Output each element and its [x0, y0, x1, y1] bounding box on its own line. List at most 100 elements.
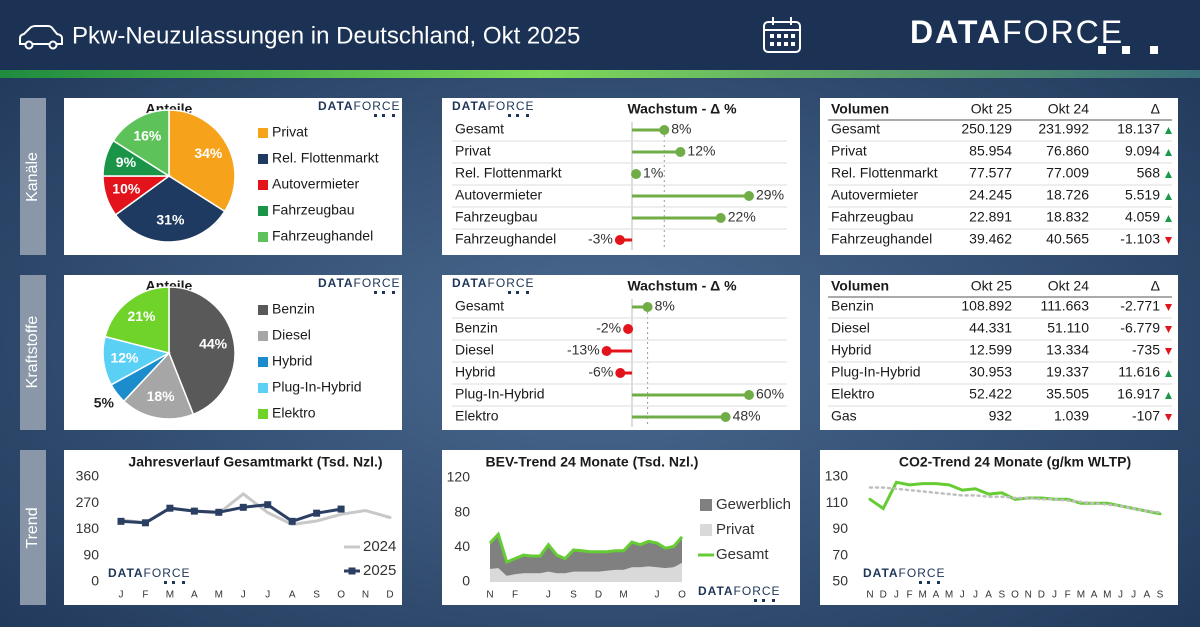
chart-title: BEV-Trend 24 Monate (Tsd. Nzl.): [486, 454, 699, 470]
logo-dot: [526, 291, 529, 294]
car-icon: [19, 25, 63, 50]
legend-swatch: [258, 154, 268, 164]
chart-title: Wachstum - Δ %: [627, 101, 737, 117]
lollipop-dot: [675, 147, 686, 157]
category-label: Rel. Flottenmarkt: [455, 165, 562, 181]
logo-bold: DATA: [863, 566, 899, 580]
legend-label: Privat: [716, 521, 755, 538]
legend-label: Benzin: [272, 301, 315, 317]
lollipop-dot: [659, 125, 670, 135]
x-tick-label: J: [654, 590, 659, 601]
x-tick-label: O: [1011, 590, 1019, 601]
y-tick-label: 90: [83, 546, 99, 562]
y-tick-label: 90: [832, 520, 848, 536]
lollipop-dot: [623, 324, 634, 334]
x-tick-label: M: [166, 590, 174, 601]
pie-slice: [112, 109, 170, 178]
table-cell-number: -2.771: [1120, 298, 1160, 314]
legend-label: Plug-In-Hybrid: [272, 379, 361, 395]
arrow-up: [1165, 171, 1172, 178]
watermark-logo: DATAFORCE: [452, 99, 535, 113]
table-cell-number: 231.992: [1038, 121, 1089, 137]
x-tick-label: M: [619, 590, 627, 601]
x-tick-label: J: [1118, 590, 1123, 601]
table-cell-number: Okt 24: [1048, 101, 1089, 117]
y-tick-label: 40: [454, 538, 470, 554]
x-tick-label: D: [595, 590, 602, 601]
pie-label: 18%: [147, 388, 176, 404]
table-cell-number: 9.094: [1125, 143, 1160, 159]
line-marker: [190, 507, 198, 515]
logo-dot: [772, 599, 775, 602]
x-tick-label: J: [960, 590, 965, 601]
lollipop-dot: [715, 213, 726, 223]
table-cell-number: 24.245: [969, 187, 1012, 203]
pie-slice: [114, 175, 226, 243]
pie-label: 44%: [199, 335, 228, 351]
logo-bold: DATA: [318, 276, 354, 290]
value-label: 8%: [671, 121, 691, 137]
logo-dot: [374, 114, 377, 117]
table-cell-number: 22.891: [969, 209, 1012, 225]
y-tick-label: 130: [825, 468, 849, 484]
logo-bold: DATA: [108, 566, 144, 580]
table-cell-number: 51.110: [1047, 320, 1089, 336]
section-label: Trend: [24, 507, 41, 548]
value-label: 1%: [643, 165, 663, 181]
logo-light: FORCE: [354, 99, 401, 113]
arrow-up: [1165, 392, 1172, 399]
value-label: -3%: [588, 231, 613, 247]
lollipop-dot: [601, 346, 612, 356]
table-cell-label: Fahrzeugbau: [831, 209, 914, 225]
logo-light: FORCE: [1002, 14, 1124, 50]
table-cell-number: Δ: [1151, 278, 1160, 294]
x-tick-label: N: [1025, 590, 1032, 601]
legend-label: Fahrzeugbau: [272, 202, 355, 218]
x-tick-label: N: [866, 590, 873, 601]
table-cell-label: Hybrid: [831, 342, 871, 358]
x-tick-label: O: [678, 590, 686, 601]
header-logo: DATAFORCE: [910, 14, 1124, 50]
x-tick-label: S: [1157, 590, 1164, 601]
table-cell-number: 52.422: [969, 386, 1012, 402]
watermark-logo: DATAFORCE: [863, 566, 946, 580]
table-cell-number: 16.917: [1117, 386, 1160, 402]
logo-bold: DATA: [698, 584, 734, 598]
table-cell-number: 568: [1137, 165, 1161, 181]
x-tick-label: S: [313, 590, 320, 601]
table-cell-label: Benzin: [831, 298, 874, 314]
table-cell-number: 11.616: [1118, 364, 1160, 380]
logo-light: FORCE: [144, 566, 191, 580]
arrow-up: [1165, 370, 1172, 377]
x-tick-label: D: [880, 590, 887, 601]
x-tick-label: J: [1052, 590, 1057, 601]
x-tick-label: M: [945, 590, 953, 601]
table-cell-label: Gesamt: [831, 121, 880, 137]
logo-dot: [182, 581, 185, 584]
line-marker: [288, 517, 296, 525]
calendar-icon: [763, 17, 801, 53]
x-tick-label: A: [933, 590, 940, 601]
line-marker: [264, 501, 272, 509]
category-label: Fahrzeugbau: [455, 209, 538, 225]
table-cell-number: -1.103: [1120, 231, 1160, 247]
panel: [820, 450, 1178, 605]
panel: [64, 450, 402, 605]
table-cell-label: Rel. Flottenmarkt: [831, 165, 938, 181]
value-label: -13%: [567, 342, 600, 358]
x-tick-label: M: [1077, 590, 1085, 601]
logo-dot: [392, 291, 395, 294]
table-cell-number: 18.832: [1046, 209, 1089, 225]
section-label: Kraftstoffe: [24, 316, 41, 389]
x-tick-label: M: [919, 590, 927, 601]
x-tick-label: J: [546, 590, 551, 601]
x-tick-label: F: [1065, 590, 1071, 601]
legend-swatch: [700, 524, 712, 536]
table-cell-number: 18.137: [1117, 121, 1160, 137]
legend-label: Gewerblich: [716, 496, 791, 513]
table-cell-number: 76.860: [1046, 143, 1089, 159]
lollipop-dot: [744, 390, 754, 400]
lollipop-dot: [720, 412, 731, 422]
table-cell-number: 12.599: [969, 342, 1012, 358]
